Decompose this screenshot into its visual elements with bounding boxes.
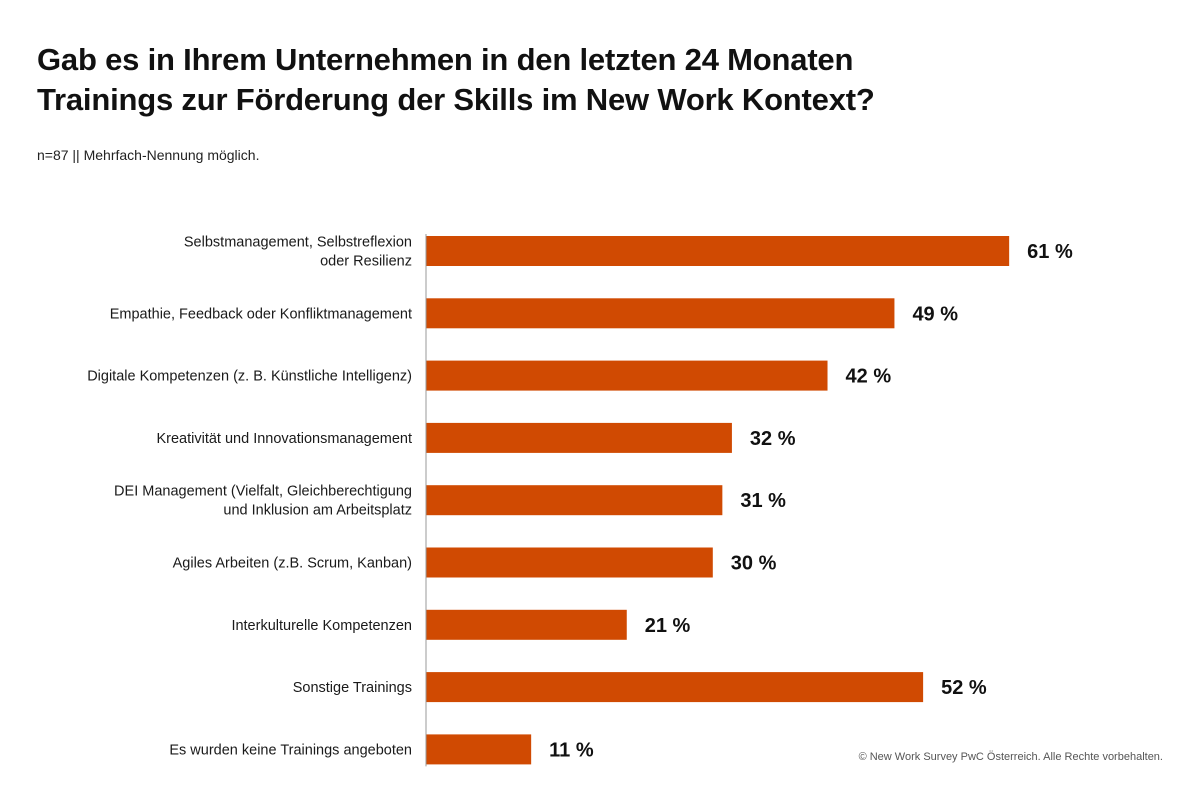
category-label-3: Digitale Kompetenzen (z. B. Künstliche I… bbox=[87, 369, 412, 385]
value-label-9: 11 % bbox=[549, 739, 594, 761]
bar-6 bbox=[426, 547, 713, 578]
bar-2 bbox=[426, 298, 895, 329]
category-label-2: Empathie, Feedback oder Konfliktmanageme… bbox=[110, 306, 412, 322]
bar-3 bbox=[426, 360, 828, 391]
chart-subtitle: n=87 || Mehrfach-Nennung möglich. bbox=[37, 147, 260, 163]
category-label-7: Interkulturelle Kompetenzen bbox=[231, 618, 412, 634]
chart-title-line-2: Trainings zur Förderung der Skills im Ne… bbox=[37, 82, 875, 117]
category-label-6: Agiles Arbeiten (z.B. Scrum, Kanban) bbox=[173, 556, 412, 572]
category-label-4: Kreativität und Innovationsmanagement bbox=[156, 431, 412, 447]
category-label-5-line-1: DEI Management (Vielfalt, Gleichberechti… bbox=[114, 484, 412, 500]
value-label-6: 30 % bbox=[731, 553, 777, 575]
category-label-8: Sonstige Trainings bbox=[293, 680, 412, 696]
copyright-footer: © New Work Survey PwC Österreich. Alle R… bbox=[858, 751, 1163, 763]
value-label-4: 32 % bbox=[750, 428, 796, 450]
bar-1 bbox=[426, 236, 1010, 266]
bar-9 bbox=[426, 734, 532, 765]
value-label-8: 52 % bbox=[941, 677, 987, 699]
chart-title-line-1: Gab es in Ihrem Unternehmen in den letzt… bbox=[37, 42, 854, 77]
value-label-1: 61 % bbox=[1027, 241, 1073, 263]
bar-8 bbox=[426, 672, 924, 703]
value-label-3: 42 % bbox=[846, 366, 892, 388]
chart-title: Gab es in Ihrem Unternehmen in den letzt… bbox=[37, 40, 1157, 120]
bar-5 bbox=[426, 485, 723, 516]
value-label-2: 49 % bbox=[912, 303, 958, 325]
category-label-1-line-1: Selbstmanagement, Selbstreflexion bbox=[184, 235, 412, 251]
category-label-9: Es wurden keine Trainings angeboten bbox=[169, 742, 412, 758]
value-label-5: 31 % bbox=[740, 490, 786, 512]
bar-4 bbox=[426, 422, 732, 453]
value-label-7: 21 % bbox=[645, 615, 691, 637]
category-label-1-line-2: oder Resilienz bbox=[320, 254, 412, 270]
category-label-5-line-2: und Inklusion am Arbeitsplatz bbox=[223, 503, 412, 519]
bar-7 bbox=[426, 609, 627, 640]
